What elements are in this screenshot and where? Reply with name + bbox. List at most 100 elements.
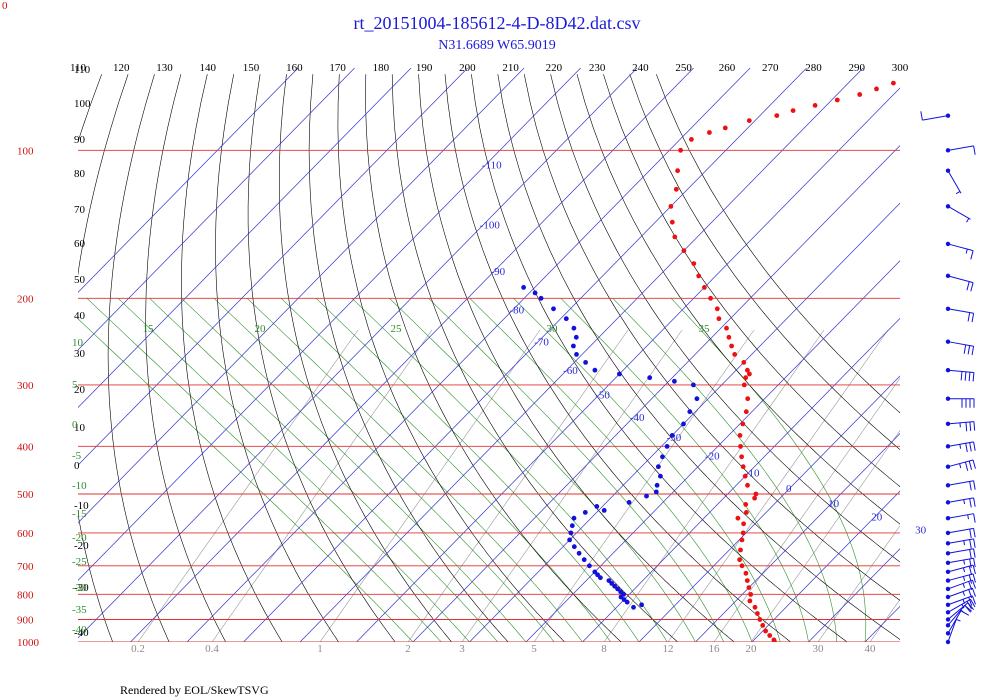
wind-barb-full [964, 371, 967, 381]
dry-adiabat-line [391, 74, 678, 642]
temperature-point [745, 396, 751, 402]
wind-barb-half [963, 499, 966, 505]
mixing-ratio-label: 16 [709, 643, 721, 655]
left-wet-label: 10 [72, 337, 84, 349]
wind-barb-staff [947, 610, 962, 634]
isotherm-label: 10 [828, 498, 840, 510]
dewpoint-point [582, 510, 588, 515]
temperature-point [740, 530, 746, 536]
isobars [78, 149, 900, 642]
temperature-point [744, 510, 749, 515]
wind-barb-full [969, 529, 972, 539]
wind-barb-full [972, 564, 976, 574]
dewpoint-point [664, 444, 670, 449]
wet-adiabat-line [86, 298, 442, 642]
dewpoint-point [601, 508, 607, 513]
temperature-point [729, 343, 734, 349]
wind-barb-full [969, 481, 972, 491]
wind-barb-full [969, 498, 972, 508]
wind-barb-staff [947, 538, 974, 544]
temperature-point [737, 557, 742, 563]
wet-adiabat-line [612, 298, 838, 642]
pressure-tick-label: 900 [17, 615, 34, 627]
isotherm-line [243, 68, 807, 642]
temperature-point [702, 285, 707, 290]
temperature-point [747, 371, 752, 377]
mixing-ratio-label: 20 [746, 643, 758, 655]
temperature-point [678, 147, 683, 153]
mixing-ratio-line [533, 329, 755, 642]
wind-barb-staff [947, 275, 974, 284]
wind-barb-full [973, 441, 976, 451]
temperature-point [675, 168, 680, 174]
theta-tick-label: 300 [892, 62, 909, 74]
wind-barb-full [971, 346, 975, 356]
dewpoint-point [644, 493, 649, 499]
chart-subtitle: N31.6689 W65.9019 [438, 38, 556, 53]
isotherm-line [582, 317, 900, 642]
dry-adiabat-line [0, 74, 49, 642]
mixing-ratio-line [319, 329, 541, 642]
dry-adiabat-line [181, 74, 283, 642]
dewpoint-point [569, 523, 575, 529]
dewpoint-point [626, 500, 632, 505]
isotherm-label: -70 [534, 337, 549, 349]
dry-adiabat-line [78, 74, 102, 143]
temperature-point [741, 382, 747, 388]
wind-barb-staff [947, 480, 974, 486]
dry-adiabat-line [497, 74, 900, 640]
isotherm-label: -10 [745, 468, 760, 480]
theta-tick-label: 150 [243, 62, 260, 74]
temperature-point [834, 97, 840, 103]
mixing-ratio-line [869, 598, 900, 642]
theta-tick-label: 250 [675, 62, 692, 74]
dewpoint-point [571, 515, 577, 521]
left-wet-label: -20 [72, 532, 87, 544]
dry-adiabat-line [337, 74, 565, 642]
dewpoint-point [581, 557, 587, 563]
wet-adiabat-line [149, 298, 499, 642]
wind-barb-staff [947, 587, 973, 598]
wind-barb-half [966, 218, 970, 223]
wind-barb-full [969, 549, 972, 559]
wind-barb-staff [947, 243, 974, 252]
isotherm-line [78, 68, 468, 466]
wind-barb-full [968, 581, 973, 591]
left-theta-label: 40 [74, 310, 86, 322]
wind-barb-half [959, 444, 962, 449]
wind-barb-half [967, 514, 969, 520]
wind-barb-staff [947, 557, 974, 564]
temperature-point [744, 578, 750, 583]
mixing-ratio-line [211, 329, 433, 642]
wind-barb-full [969, 558, 972, 568]
wind-barb-full [963, 344, 967, 354]
dry-adiabat-line [471, 74, 848, 642]
dewpoint-point [592, 569, 598, 575]
left-theta-label: 30 [74, 348, 86, 360]
isotherm-label: -110 [482, 160, 502, 172]
mixing-ratio-line [750, 430, 900, 642]
theta-tick-label: 180 [373, 62, 390, 74]
dry-adiabat-line [145, 74, 226, 642]
wind-barb-full [973, 480, 976, 490]
mixing-ratio-label: 0.2 [131, 643, 145, 655]
wind-barb-full [966, 281, 970, 291]
isotherms [78, 68, 900, 642]
temperature-point [745, 367, 750, 373]
wind-barb-full [973, 558, 976, 568]
dewpoint-point [672, 378, 677, 384]
temperature-point [726, 334, 732, 340]
wind-barb-full [972, 459, 976, 469]
left-theta-label: -10 [74, 500, 89, 512]
wind-barb-full [973, 538, 976, 548]
mixing-ratio-label: 8 [601, 643, 607, 655]
isotherm-line [695, 433, 900, 642]
temperature-point [743, 570, 749, 576]
wet-adiabat-line [389, 298, 696, 642]
dewpoint-point [658, 473, 663, 479]
theta-tick-label: 270 [762, 62, 779, 74]
temperature-point [739, 563, 745, 569]
dry-adiabat-line [656, 74, 900, 414]
temperature-point [735, 515, 741, 521]
